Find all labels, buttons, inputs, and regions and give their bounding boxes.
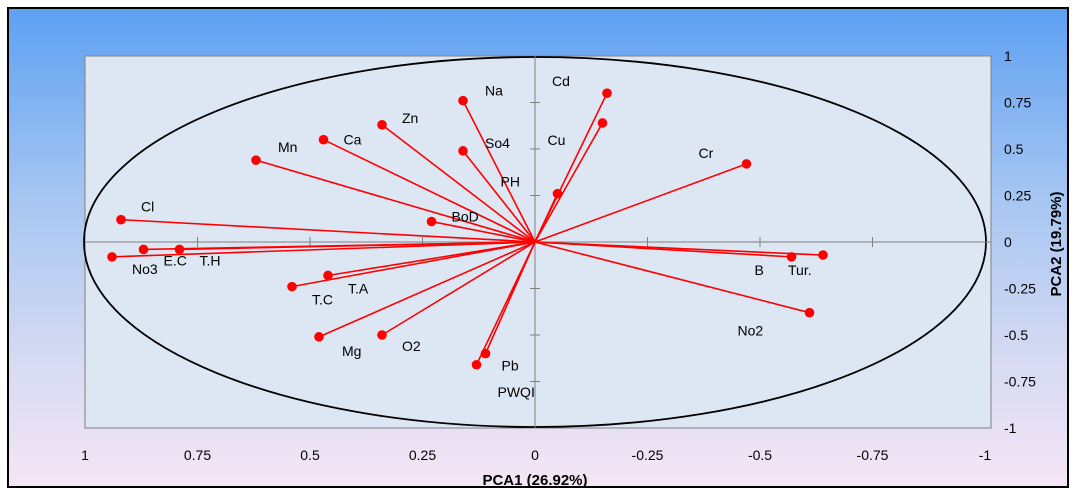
- x-tick-label: 0.25: [409, 447, 436, 463]
- vector-mg: [318, 241, 536, 338]
- point-ta: [323, 270, 333, 281]
- vector-mn: [255, 159, 536, 243]
- x-tick-label: 1: [81, 447, 89, 463]
- vector-no3: [111, 241, 536, 258]
- label-no3: No3: [132, 261, 158, 277]
- vector-bod: [431, 220, 536, 243]
- label-pwqi: PWQI: [498, 384, 535, 400]
- label-mg: Mg: [342, 343, 361, 359]
- point-ec: [138, 244, 149, 255]
- point-cr: [741, 159, 752, 169]
- point-mn: [251, 155, 261, 165]
- y-tick-label: 0: [1004, 234, 1012, 250]
- point-cl: [116, 214, 126, 225]
- label-ta: T.A: [348, 280, 369, 296]
- y-tick-label: -0.5: [1004, 327, 1028, 343]
- point-ph: [552, 188, 563, 199]
- vector-no2: [534, 241, 810, 314]
- x-tick-label: -0.75: [857, 447, 889, 463]
- vector-na: [462, 100, 536, 243]
- vector-ph: [534, 193, 559, 243]
- y-tick-label: 0.75: [1004, 95, 1031, 111]
- label-cd: Cd: [552, 73, 570, 89]
- point-tur: [818, 250, 828, 260]
- point-cd: [602, 88, 612, 98]
- point-ca: [318, 134, 329, 145]
- point-so4: [458, 146, 468, 156]
- label-na: Na: [485, 83, 503, 99]
- x-axis-title: PCA1 (26.92%): [482, 472, 587, 489]
- label-bod: BoD: [452, 209, 479, 225]
- vector-tc: [291, 241, 536, 288]
- vector-cr: [534, 163, 747, 243]
- y-axis-title: PCA2 (19.79%): [1048, 191, 1065, 296]
- point-cu: [597, 118, 608, 128]
- label-ca: Ca: [344, 132, 362, 148]
- label-tur: Tur.: [788, 262, 812, 278]
- vector-cu: [534, 122, 604, 243]
- y-tick-label: 0.25: [1004, 188, 1031, 204]
- point-no3: [107, 252, 117, 262]
- x-tick-label: -1: [979, 447, 992, 463]
- x-tick-label: -0.25: [632, 447, 664, 463]
- y-tick-label: 1: [1004, 48, 1012, 64]
- y-tick-label: -0.25: [1004, 281, 1036, 297]
- y-tick-label: -0.75: [1004, 374, 1036, 390]
- label-cl: Cl: [141, 199, 154, 215]
- label-pb: Pb: [502, 358, 519, 374]
- label-zn: Zn: [402, 110, 418, 126]
- label-th: T.H: [200, 252, 221, 268]
- point-bod: [426, 216, 437, 227]
- vector-cl: [120, 218, 536, 243]
- y-tick-label: 0.5: [1004, 141, 1024, 157]
- vector-tur: [534, 241, 824, 256]
- label-o2: O2: [402, 338, 421, 354]
- x-tick-label: 0: [531, 447, 539, 463]
- label-cr: Cr: [699, 145, 714, 161]
- label-cu: Cu: [548, 132, 566, 148]
- label-b: B: [755, 262, 764, 278]
- point-mg: [314, 332, 324, 342]
- vector-o2: [381, 241, 536, 336]
- point-pwqi: [471, 359, 482, 370]
- label-ph: PH: [501, 174, 520, 190]
- vector-th: [179, 241, 536, 251]
- label-mn: Mn: [278, 139, 297, 155]
- vector-pwqi: [475, 241, 536, 366]
- x-tick-label: 0.5: [300, 447, 320, 463]
- point-tc: [287, 281, 297, 292]
- vector-so4: [462, 150, 536, 243]
- vector-ca: [323, 138, 536, 243]
- point-o2: [377, 330, 387, 340]
- vectors-layer: Cd Cu Na Zn Ca Mn So4 PH Cr Cl BoD E.C T.H No3 T.A T.C M…: [107, 73, 828, 400]
- y-tick-label: -1: [1004, 420, 1017, 436]
- point-zn: [377, 120, 387, 130]
- vector-zn: [381, 124, 536, 243]
- label-so4: So4: [485, 135, 510, 151]
- point-na: [458, 95, 468, 106]
- x-tick-label: -0.5: [748, 447, 772, 463]
- label-tc: T.C: [312, 292, 333, 308]
- point-no2: [804, 307, 815, 318]
- x-tick-label: 0.75: [184, 447, 211, 463]
- tick-labels-layer: 1 0.75 0.5 0.25 0 -0.25 -0.5 -0.75 -1 1 0.75 0.5 0.2…: [81, 48, 1036, 463]
- pca-biplot: Cd Cu Na Zn Ca Mn So4 PH Cr Cl BoD E.C T.H No3 T.A T.C M…: [81, 48, 1065, 489]
- label-no2: No2: [738, 323, 764, 339]
- label-ec: E.C: [164, 252, 187, 268]
- point-th: [174, 244, 185, 255]
- chart-frame: Cd Cu Na Zn Ca Mn So4 PH Cr Cl BoD E.C T.H No3 T.A T.C M…: [7, 7, 1069, 489]
